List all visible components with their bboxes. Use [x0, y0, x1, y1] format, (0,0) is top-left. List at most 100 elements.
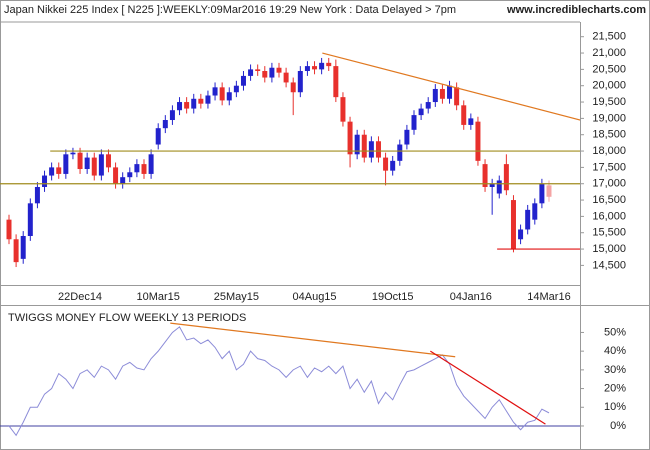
candle-body — [454, 87, 460, 106]
candle-body — [383, 157, 389, 171]
candle-body — [326, 62, 332, 67]
y-tick-label: 16,500 — [592, 194, 626, 206]
y-tick-label: 15,000 — [592, 243, 626, 255]
candle-body — [361, 134, 367, 158]
candle-body — [219, 87, 225, 101]
candle-body — [503, 164, 509, 191]
candle-body — [411, 115, 417, 130]
candle-body — [283, 72, 289, 83]
candle-body — [120, 177, 126, 184]
candle-body — [255, 69, 261, 72]
candle-body — [105, 154, 111, 168]
candle-body — [162, 120, 168, 129]
candle-body — [233, 85, 239, 93]
candle-body — [447, 85, 453, 99]
money-flow-line — [8, 326, 550, 437]
x-tick-label: 10Mar15 — [136, 291, 179, 303]
trend-line — [322, 52, 580, 121]
candle-body — [226, 92, 232, 101]
y-tick-label: 0% — [610, 420, 626, 432]
candle-body — [198, 98, 204, 104]
candle-body — [63, 154, 69, 174]
candle-body — [42, 175, 48, 187]
candle-body — [155, 128, 161, 145]
candle-body — [461, 105, 467, 125]
candle-body — [425, 102, 431, 109]
candle-body — [184, 102, 190, 109]
candle-body — [169, 110, 175, 121]
y-tick-label: 16,000 — [592, 210, 626, 222]
x-tick-label: 25May15 — [214, 291, 259, 303]
candle-body — [98, 154, 104, 176]
candle-body — [84, 157, 90, 170]
chart-title: Japan Nikkei 225 Index [ N225 ]:WEEKLY:0… — [4, 4, 456, 16]
candle-body — [6, 219, 12, 240]
y-tick-label: 17,000 — [592, 178, 626, 190]
candle-body — [212, 87, 218, 96]
candle-body — [319, 62, 325, 70]
candle-body — [248, 69, 254, 76]
candle-body — [27, 203, 33, 236]
y-tick-label: 50% — [604, 326, 626, 338]
candle-body — [312, 66, 318, 70]
trend-line — [430, 350, 546, 425]
x-tick-label: 04Jan16 — [450, 291, 492, 303]
candle-body — [496, 180, 502, 194]
candle-body — [269, 67, 275, 78]
y-tick-label: 10% — [604, 401, 626, 413]
candle-body — [20, 235, 26, 259]
y-tick-label: 20,000 — [592, 80, 626, 92]
y-tick-label: 14,500 — [592, 259, 626, 271]
candle-body — [262, 71, 268, 78]
candle-body — [539, 183, 545, 204]
candle-body — [489, 183, 495, 187]
y-tick-label: 18,000 — [592, 145, 626, 157]
candle-body — [127, 172, 133, 178]
y-tick-label: 21,000 — [592, 47, 626, 59]
candle-body — [525, 209, 531, 230]
candle-body — [113, 167, 119, 184]
candle-body — [290, 82, 296, 93]
candle-body — [333, 66, 339, 98]
x-tick-label: 22Dec14 — [58, 291, 102, 303]
candle-body — [375, 141, 381, 158]
candle-body — [532, 203, 538, 220]
source: www.incrediblecharts.com — [506, 4, 646, 16]
candle-body — [432, 88, 438, 103]
x-tick-label: 04Aug15 — [293, 291, 337, 303]
candle-body — [148, 154, 154, 174]
candle-body — [340, 97, 346, 122]
candle-body — [34, 186, 40, 204]
candle-body — [205, 95, 211, 104]
y-tick-label: 21,500 — [592, 31, 626, 43]
indicator-title: TWIGGS MONEY FLOW WEEKLY 13 PERIODS — [8, 312, 246, 324]
candle-body — [56, 167, 62, 174]
candle-body — [418, 108, 424, 116]
candle-body — [404, 129, 410, 145]
candle-body — [240, 75, 246, 86]
candle-body — [368, 141, 374, 158]
candle-body — [134, 164, 140, 173]
candle-body — [77, 152, 83, 170]
candle-body — [347, 121, 353, 155]
y-tick-label: 17,500 — [592, 161, 626, 173]
y-tick-label: 18,500 — [592, 129, 626, 141]
candle-body — [304, 66, 310, 72]
candle-body — [482, 164, 488, 187]
candle-body — [70, 152, 76, 155]
candle-body — [390, 160, 396, 171]
candle-body — [397, 144, 403, 161]
candle-body — [546, 185, 552, 197]
candle-body — [191, 98, 197, 109]
candle-body — [468, 118, 474, 125]
y-tick-label: 19,500 — [592, 96, 626, 108]
trend-line — [170, 322, 456, 358]
candle-body — [13, 239, 19, 263]
y-tick-label: 19,000 — [592, 112, 626, 124]
y-tick-label: 20% — [604, 382, 626, 394]
candle-body — [91, 157, 97, 176]
candle-body — [510, 200, 516, 250]
candle-body — [475, 121, 481, 161]
y-tick-label: 15,500 — [592, 227, 626, 239]
